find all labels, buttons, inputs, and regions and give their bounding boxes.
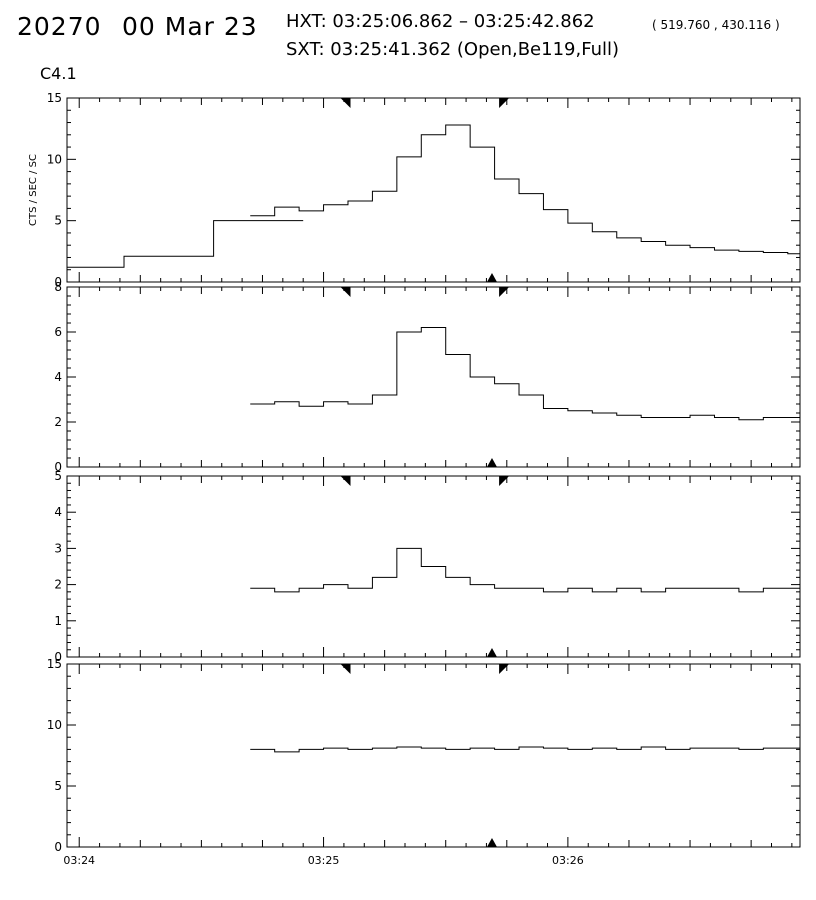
y-tick-label: 6 xyxy=(54,325,62,339)
y-tick-label: 4 xyxy=(54,370,62,384)
y-tick-label: 1 xyxy=(54,614,62,628)
sxt-marker xyxy=(486,648,497,657)
event-id: 20270 xyxy=(17,12,102,41)
light-curve xyxy=(250,547,800,593)
hxt-end-marker xyxy=(499,476,510,486)
panel-frame xyxy=(66,475,801,658)
y-tick-label: 3 xyxy=(54,541,62,555)
sxt-marker xyxy=(486,458,497,467)
y-tick-label: 5 xyxy=(54,469,62,483)
hxt-end-marker xyxy=(499,287,510,297)
y-tick-label: 2 xyxy=(54,415,62,429)
panel-frame xyxy=(66,286,801,468)
y-tick-label: 10 xyxy=(47,152,62,166)
light-curve xyxy=(67,220,304,268)
x-tick-label: 03:24 xyxy=(63,854,95,867)
hxt-start-marker xyxy=(340,476,351,486)
y-tick-label: 2 xyxy=(54,578,62,592)
x-tick-label: 03:25 xyxy=(308,854,340,867)
y-tick-label: 15 xyxy=(47,91,62,105)
hxt-end-marker xyxy=(499,98,510,108)
y-tick-label: 4 xyxy=(54,505,62,519)
x-tick-label: 03:26 xyxy=(552,854,584,867)
light-curve xyxy=(250,327,801,421)
light-curve xyxy=(250,746,801,753)
hxt-start-marker xyxy=(340,98,351,108)
light-curve xyxy=(250,124,801,256)
y-tick-label: 0 xyxy=(54,650,62,664)
sxt-marker xyxy=(486,838,497,847)
sxt-marker xyxy=(486,273,497,282)
y-tick-label: 0 xyxy=(54,840,62,854)
y-tick-label: 10 xyxy=(47,718,62,732)
y-tick-label: 0 xyxy=(54,275,62,289)
y-tick-label: 8 xyxy=(54,280,62,294)
hxt-start-marker xyxy=(340,664,351,674)
sxt-time: SXT: 03:25:41.362 (Open,Be119,Full) xyxy=(286,39,620,60)
hxt-start-marker xyxy=(340,287,351,297)
observation-date: 00 Mar 23 xyxy=(122,12,258,41)
panel-frame xyxy=(66,663,801,848)
hxt-end-marker xyxy=(499,664,510,674)
panel-frame xyxy=(66,97,801,283)
y-tick-label: 5 xyxy=(54,214,62,228)
hxt-coordinates: ( 519.760 , 430.116 ) xyxy=(652,18,780,32)
hxt-interval: HXT: 03:25:06.862 – 03:25:42.862 xyxy=(286,11,595,32)
y-tick-label: 5 xyxy=(54,779,62,793)
y-tick-label: 0 xyxy=(54,460,62,474)
flare-class: C4.1 xyxy=(40,64,77,83)
y-tick-label: 15 xyxy=(47,657,62,671)
y-axis-label: CTS / SEC / SC xyxy=(28,154,39,226)
